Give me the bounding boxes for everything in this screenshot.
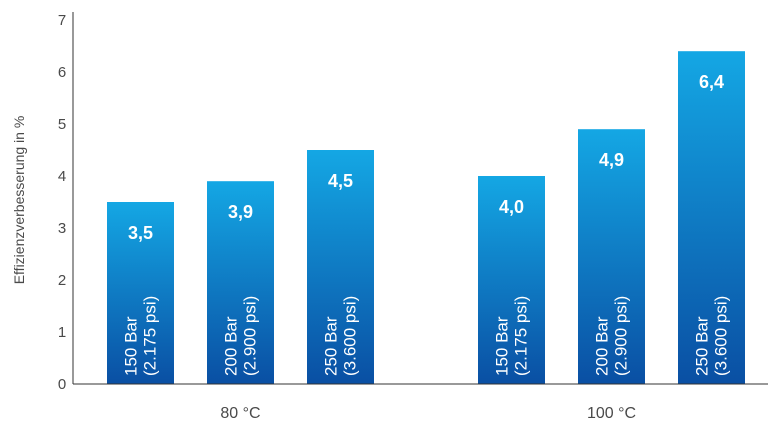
bar-category-label: 250 Bar — [322, 316, 341, 376]
bar — [307, 150, 374, 384]
bar-category-sublabel: (2.900 psi) — [612, 296, 631, 376]
bar — [107, 202, 174, 384]
bar-category-label: 150 Bar — [122, 316, 141, 376]
y-tick-label: 4 — [58, 168, 66, 185]
bar-value-label: 3,9 — [228, 202, 253, 222]
bar — [478, 176, 545, 384]
bar-value-label: 4,9 — [599, 150, 624, 170]
bar-value-label: 3,5 — [128, 223, 153, 243]
bar-value-label: 4,5 — [328, 171, 353, 191]
y-tick-label: 7 — [58, 12, 66, 29]
bar-category-sublabel: (2.900 psi) — [241, 296, 260, 376]
y-tick-label: 5 — [58, 116, 66, 133]
y-tick-label: 0 — [58, 376, 66, 393]
bar-category-sublabel: (2.175 psi) — [141, 296, 160, 376]
bar-category-sublabel: (3.600 psi) — [712, 296, 731, 376]
y-tick-label: 6 — [58, 64, 66, 81]
bar-category-sublabel: (2.175 psi) — [512, 296, 531, 376]
bar-value-label: 4,0 — [499, 197, 524, 217]
x-group-label: 100 °C — [587, 405, 636, 422]
bar-category-label: 200 Bar — [593, 316, 612, 376]
bar-category-label: 250 Bar — [693, 316, 712, 376]
bar — [678, 51, 745, 384]
y-tick-label: 1 — [58, 324, 66, 341]
y-axis-title: Effizienzverbesserung in % — [11, 116, 27, 285]
y-tick-label: 3 — [58, 220, 66, 237]
bar — [578, 129, 645, 384]
y-tick-label: 2 — [58, 272, 66, 289]
bar-value-label: 6,4 — [699, 72, 724, 92]
group-labels: 80 °C 100 °C — [220, 405, 636, 422]
y-axis-ticks: 0 1 2 3 4 5 6 7 — [58, 12, 66, 393]
bar-category-sublabel: (3.600 psi) — [341, 296, 360, 376]
bar-category-label: 150 Bar — [493, 316, 512, 376]
bar — [207, 181, 274, 384]
x-group-label: 80 °C — [220, 405, 260, 422]
bar-category-label: 200 Bar — [222, 316, 241, 376]
